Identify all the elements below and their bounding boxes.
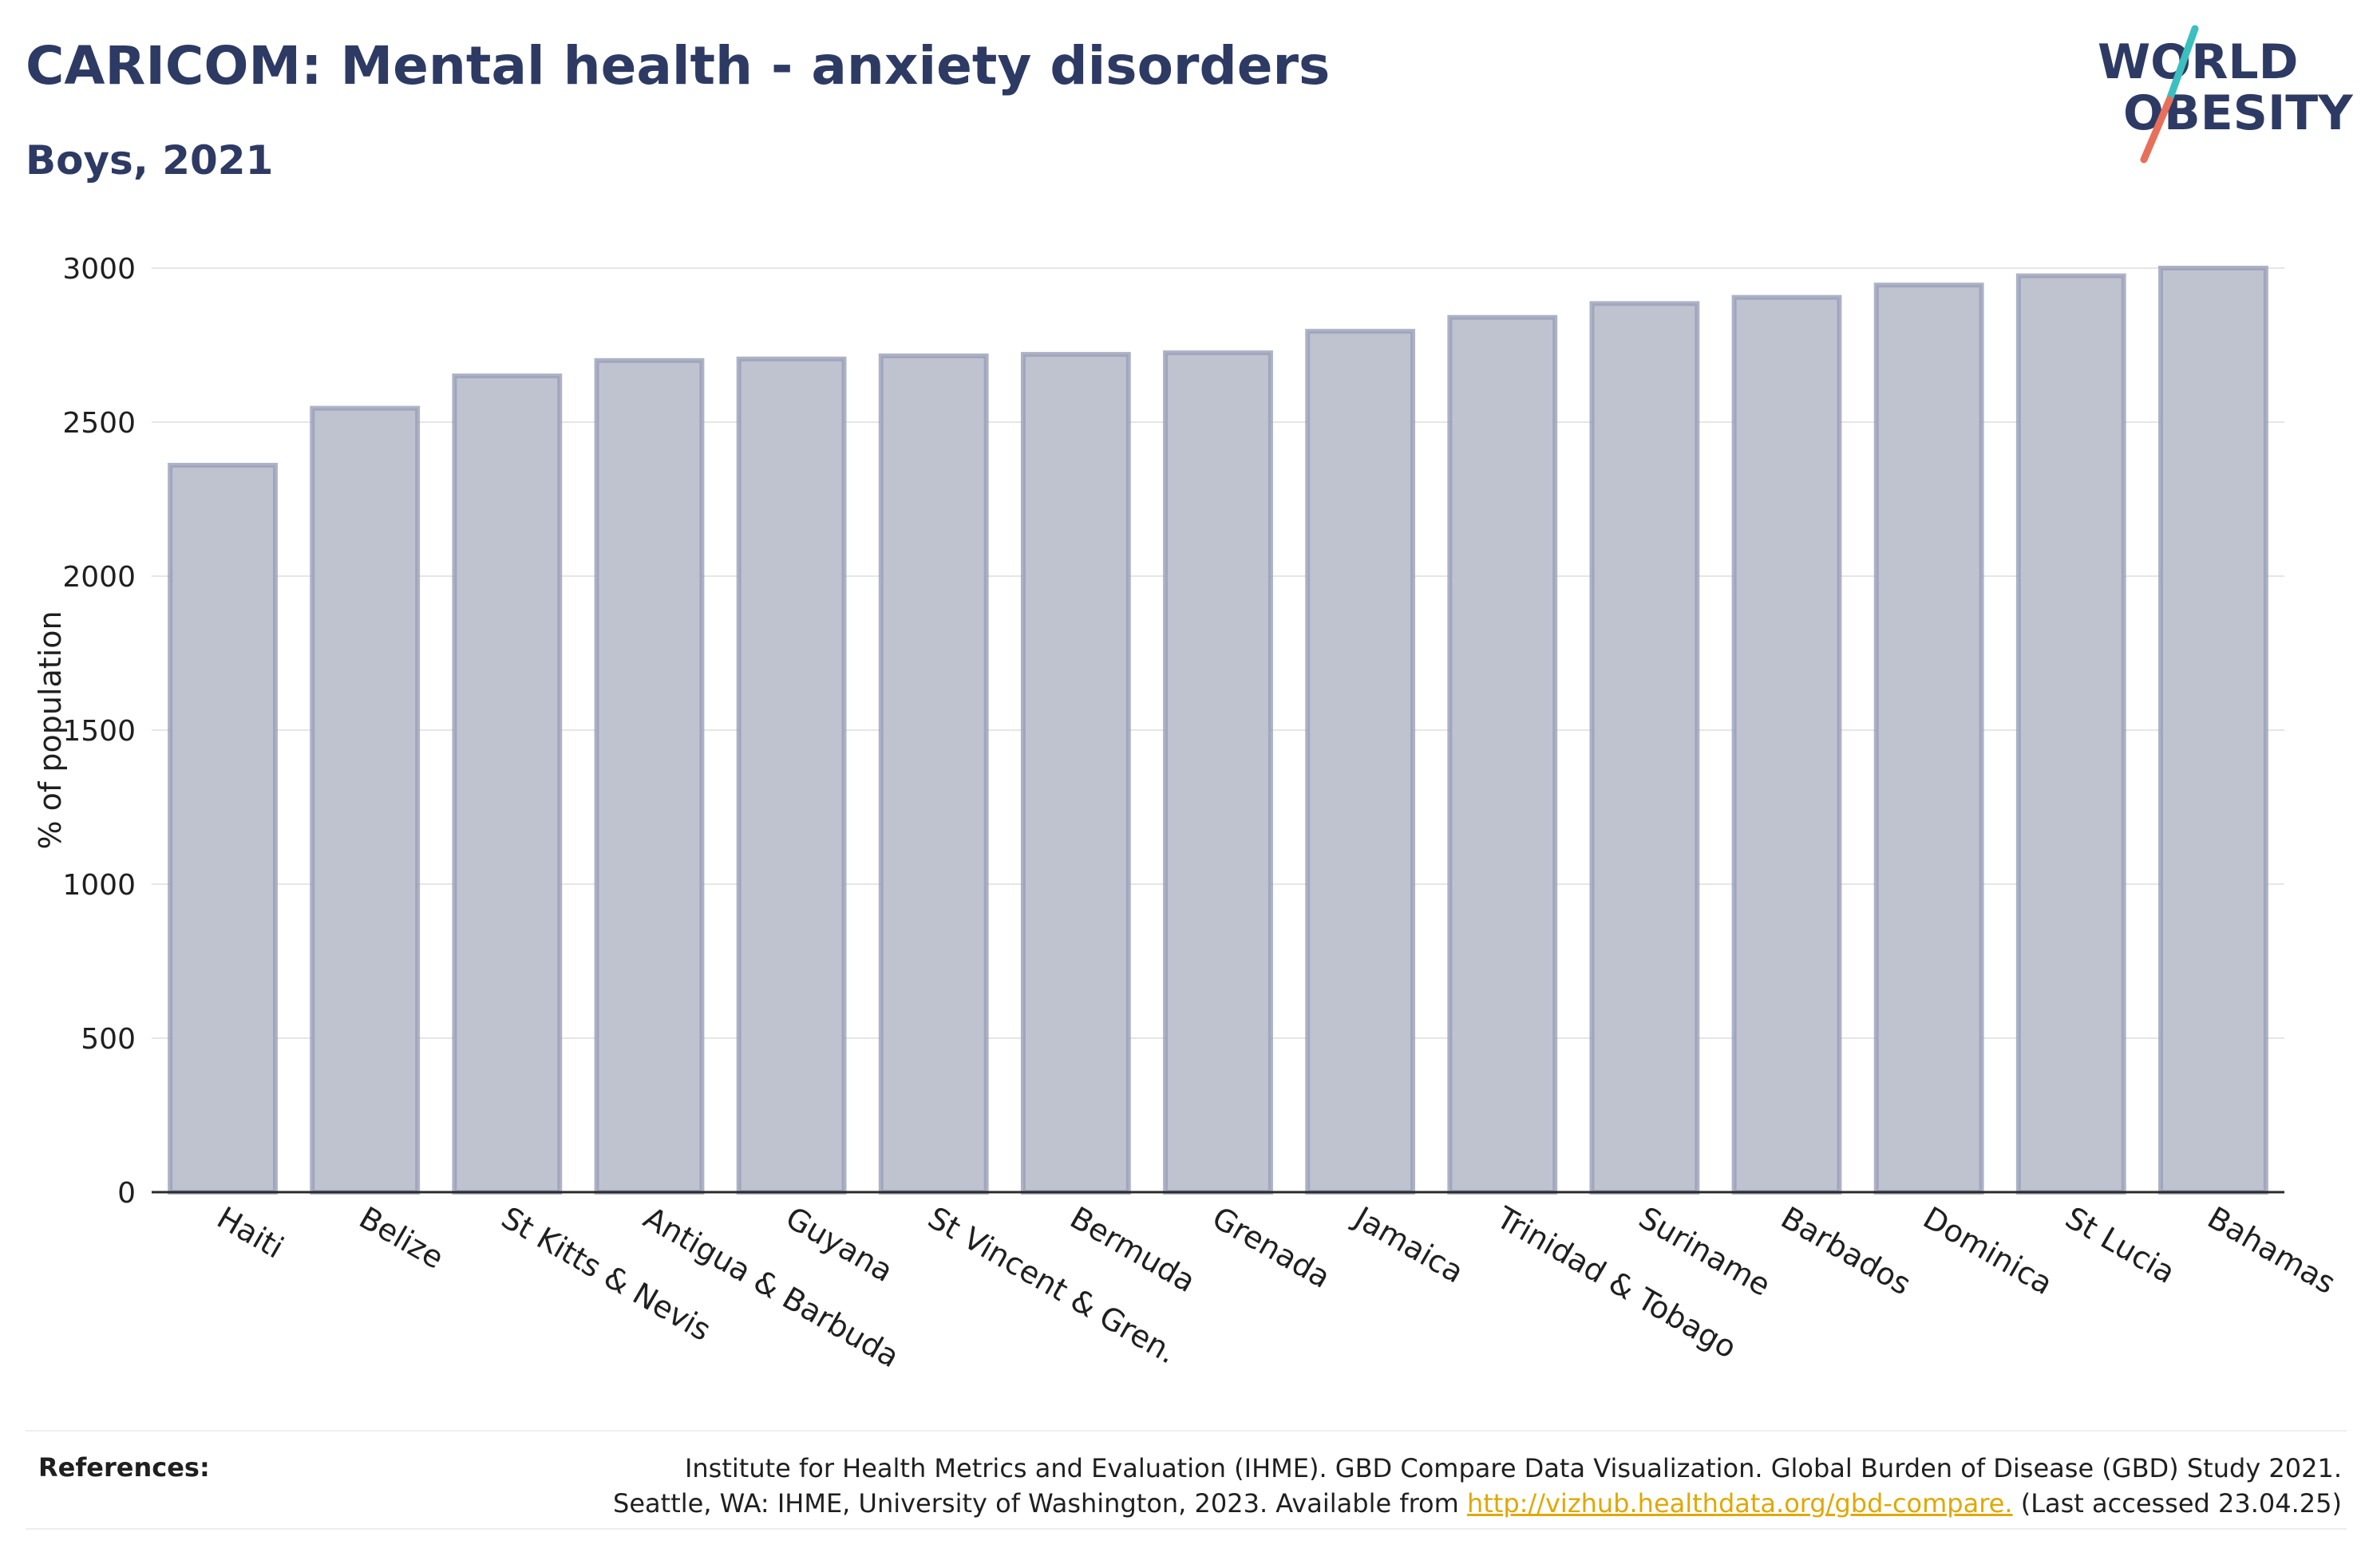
bars xyxy=(168,266,2268,1195)
bar-st-vincent-gren- xyxy=(878,353,989,1195)
references-link[interactable]: http://vizhub.healthdata.org/gbd-compare… xyxy=(1466,1488,2013,1519)
world-obesity-logo: WORLD OBESITY xyxy=(2098,25,2354,164)
chart-subtitle: Boys, 2021 xyxy=(26,137,274,184)
bar-bermuda xyxy=(1020,352,1131,1195)
y-tick-label: 500 xyxy=(81,1023,136,1056)
x-tick-label: Grenada xyxy=(1207,1200,1337,1295)
references-line-2-prefix: Seattle, WA: IHME, University of Washing… xyxy=(613,1488,1467,1519)
logo-slash-top xyxy=(2165,25,2199,104)
logo-slash-bottom xyxy=(2140,96,2173,164)
x-tick-label: Jamaica xyxy=(1347,1199,1469,1290)
y-tick-label: 1500 xyxy=(62,715,136,748)
x-tick-label: Trinidad & Tobago xyxy=(1490,1199,1742,1365)
references-line-2: Seattle, WA: IHME, University of Washing… xyxy=(613,1486,2342,1521)
y-tick-labels: 0 500 1000 1500 2000 2500 3000 xyxy=(62,253,136,1210)
references-line-1: Institute for Health Metrics and Evaluat… xyxy=(684,1453,2342,1483)
y-tick-label: 3000 xyxy=(62,253,136,286)
logo-word-world: WORLD xyxy=(2098,34,2298,90)
bar-guyana xyxy=(736,356,847,1195)
bar-antigua-barbuda xyxy=(594,357,705,1195)
bar-bahamas xyxy=(2158,266,2268,1195)
y-tick-label: 2500 xyxy=(62,407,136,440)
bar-barbados xyxy=(1731,294,1842,1195)
bar-st-kitts-nevis xyxy=(452,373,563,1195)
references-label: References: xyxy=(38,1452,210,1483)
references-top-rule xyxy=(26,1430,2347,1432)
x-tick-label: Antigua & Barbuda xyxy=(638,1200,905,1375)
chart-title: CARICOM: Mental health - anxiety disorde… xyxy=(26,35,1331,97)
bar-belize xyxy=(310,405,421,1195)
y-tick-label: 2000 xyxy=(62,561,136,594)
x-tick-label: Barbados xyxy=(1775,1200,1917,1302)
y-tick-label: 0 xyxy=(117,1177,136,1210)
references-line-2-suffix: (Last accessed 23.04.25) xyxy=(2012,1488,2342,1519)
x-tick-label: St Lucia xyxy=(2059,1200,2181,1290)
bar-dominica xyxy=(1873,282,1984,1195)
bar-jamaica xyxy=(1305,329,1416,1195)
bar-haiti xyxy=(168,463,278,1195)
y-axis-label: % of population xyxy=(33,610,68,849)
references-bottom-rule xyxy=(26,1528,2347,1530)
bar-suriname xyxy=(1589,301,1700,1195)
x-tick-label: Haiti xyxy=(212,1200,290,1266)
bar-grenada xyxy=(1163,350,1273,1195)
x-tick-label: Guyana xyxy=(780,1200,899,1289)
x-tick-label: St Vincent & Gren. xyxy=(922,1200,1183,1371)
y-tick-label: 1000 xyxy=(62,869,136,902)
x-tick-label: Belize xyxy=(354,1200,450,1276)
x-tick-label: Bahamas xyxy=(2201,1200,2341,1301)
bar-trinidad-tobago xyxy=(1447,314,1558,1195)
bar-st-lucia xyxy=(2015,273,2126,1195)
x-tick-label: Dominica xyxy=(1917,1200,2058,1302)
references-text: Institute for Health Metrics and Evaluat… xyxy=(613,1451,2342,1521)
